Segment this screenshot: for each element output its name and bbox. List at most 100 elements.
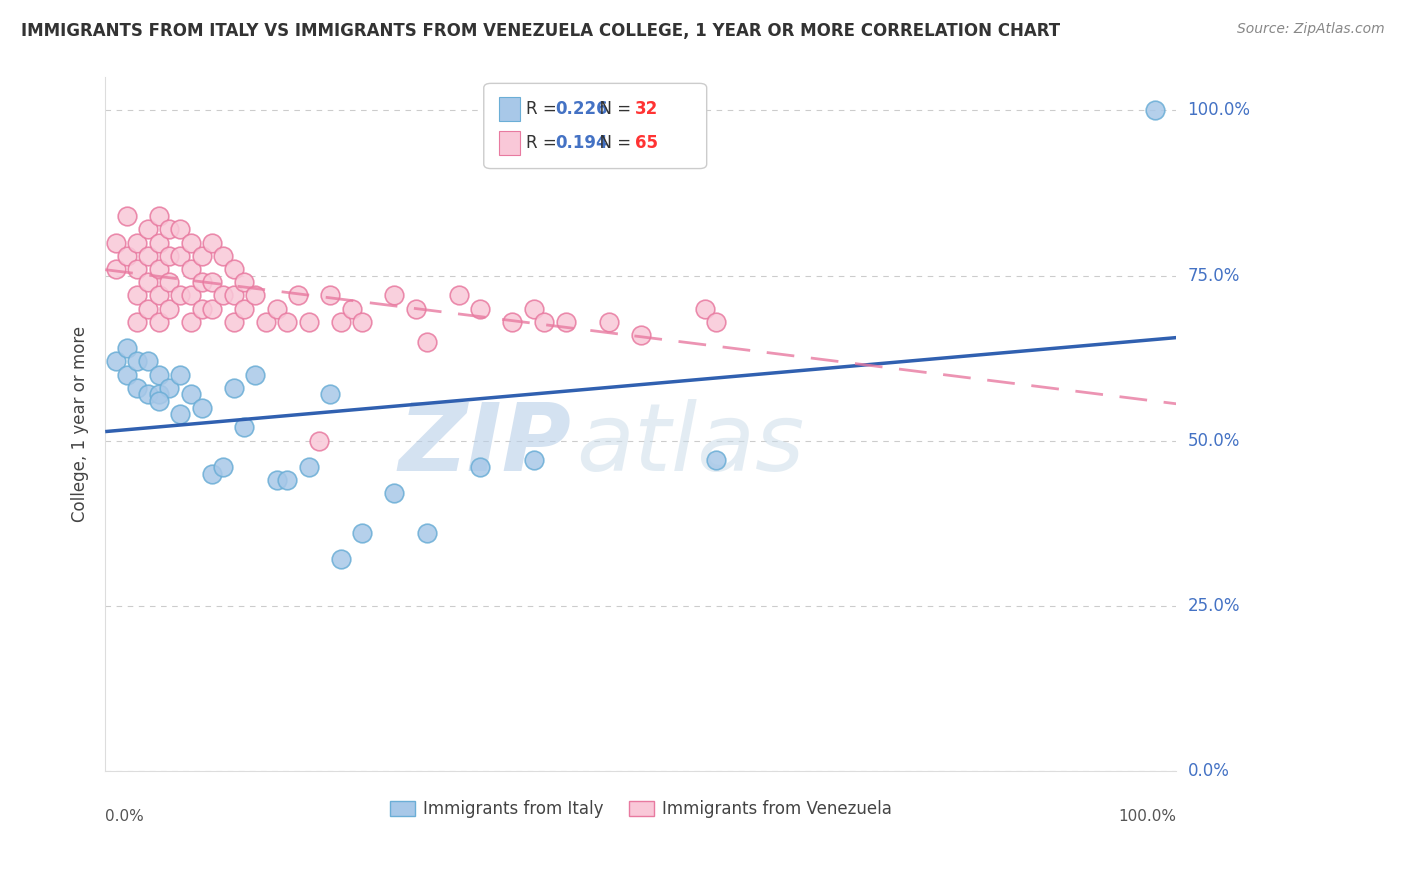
Point (523, 301, 546, 316)
Point (127, 235, 149, 250)
Point (384, 486, 406, 500)
Point (254, 315, 277, 329)
Point (169, 249, 191, 263)
Point (148, 288, 170, 302)
Text: N =: N = (589, 100, 637, 119)
Point (201, 235, 224, 250)
Point (554, 315, 576, 329)
Point (169, 407, 191, 421)
Point (115, 368, 138, 382)
Point (233, 301, 256, 316)
Point (222, 381, 245, 395)
Point (243, 368, 266, 382)
Point (523, 453, 546, 467)
Point (190, 301, 212, 316)
Point (127, 261, 149, 276)
Point (136, 301, 159, 316)
Point (104, 261, 127, 276)
Point (352, 526, 374, 541)
Text: 100.0%: 100.0% (1188, 102, 1250, 120)
Point (136, 249, 159, 263)
Point (190, 275, 212, 289)
Point (704, 315, 727, 329)
Point (329, 552, 352, 566)
Point (415, 526, 437, 541)
Text: 0.0%: 0.0% (1188, 762, 1229, 780)
Point (180, 387, 202, 401)
Point (159, 249, 181, 263)
Point (127, 381, 149, 395)
Point (468, 301, 491, 316)
Point (329, 315, 352, 329)
Point (190, 249, 212, 263)
Point (201, 275, 224, 289)
Point (405, 301, 427, 316)
Point (201, 301, 224, 316)
Point (127, 354, 149, 368)
Point (159, 222, 181, 236)
Point (415, 334, 437, 349)
Point (127, 288, 149, 302)
Point (115, 209, 138, 223)
Point (222, 315, 245, 329)
Text: 0.226: 0.226 (555, 100, 609, 119)
Point (222, 288, 245, 302)
Point (104, 235, 127, 250)
Point (104, 354, 127, 368)
Point (148, 235, 170, 250)
Point (148, 368, 170, 382)
Point (148, 387, 170, 401)
Legend: Immigrants from Italy, Immigrants from Venezuela: Immigrants from Italy, Immigrants from V… (382, 793, 898, 825)
Text: 100.0%: 100.0% (1118, 809, 1177, 824)
Point (352, 315, 374, 329)
Point (298, 460, 321, 475)
Point (276, 315, 298, 329)
Point (180, 261, 202, 276)
Point (468, 460, 491, 475)
Text: 50.0%: 50.0% (1188, 432, 1240, 450)
Point (136, 387, 159, 401)
Point (148, 394, 170, 409)
Text: ZIP: ZIP (398, 399, 571, 491)
Point (127, 315, 149, 329)
Point (159, 275, 181, 289)
Point (159, 381, 181, 395)
Text: 32: 32 (636, 100, 658, 119)
Point (693, 301, 716, 316)
Text: 65: 65 (636, 134, 658, 152)
Point (598, 315, 620, 329)
Point (704, 453, 727, 467)
Point (169, 368, 191, 382)
Point (266, 473, 288, 487)
Point (115, 249, 138, 263)
Point (148, 209, 170, 223)
Text: R =: R = (526, 100, 562, 119)
Point (201, 467, 224, 481)
Point (212, 460, 235, 475)
Point (222, 261, 245, 276)
Text: N =: N = (589, 134, 637, 152)
Text: 25.0%: 25.0% (1188, 597, 1240, 615)
Point (447, 288, 470, 302)
Text: IMMIGRANTS FROM ITALY VS IMMIGRANTS FROM VENEZUELA COLLEGE, 1 YEAR OR MORE CORRE: IMMIGRANTS FROM ITALY VS IMMIGRANTS FROM… (21, 22, 1060, 40)
Point (501, 315, 523, 329)
Point (190, 401, 212, 415)
Point (212, 288, 235, 302)
Point (298, 315, 321, 329)
Point (266, 301, 288, 316)
Point (159, 301, 181, 316)
Point (340, 301, 363, 316)
Point (180, 315, 202, 329)
Point (148, 315, 170, 329)
Point (169, 288, 191, 302)
Point (169, 222, 191, 236)
Point (136, 222, 159, 236)
Point (276, 473, 298, 487)
Point (308, 434, 330, 448)
Point (533, 315, 555, 329)
Text: 0.194: 0.194 (555, 134, 609, 152)
Point (148, 261, 170, 276)
Point (630, 327, 652, 342)
Point (212, 249, 235, 263)
Point (115, 341, 138, 355)
